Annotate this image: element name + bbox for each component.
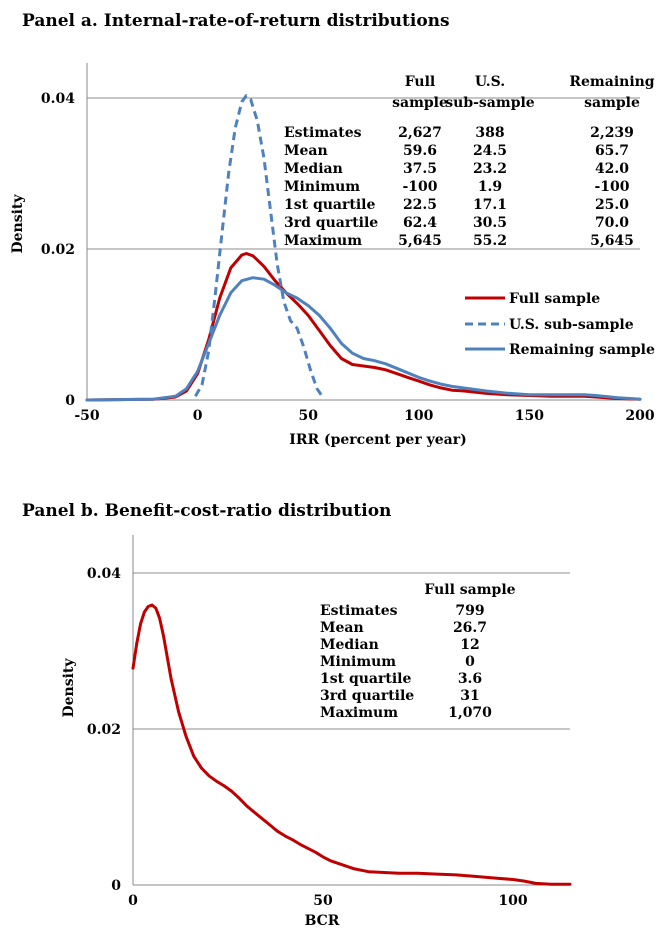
panel-b-stats-value: 31	[460, 688, 479, 704]
panel-a-legend-label: Full sample	[509, 291, 600, 307]
panel-b-x-tick-label: 50	[313, 893, 333, 909]
panel-b-x-tick-label: 100	[498, 893, 527, 909]
panel-b: Panel b. Benefit-cost-ratio distribution…	[22, 501, 572, 929]
panel-b-stats-value: 799	[455, 603, 484, 619]
panel-b-x-tick-label: 0	[128, 893, 138, 909]
panel-a-stats-row-label: Maximum	[284, 233, 362, 249]
panel-a-y-tick-label: 0.02	[41, 242, 75, 258]
panel-a-stats-table: Full sample U.S. sub-sample Remaining sample E…	[284, 74, 655, 249]
panel-a-stats-value: 1.9	[478, 179, 502, 195]
panel-a-x-tick-label: 200	[625, 408, 654, 424]
panel-b-y-ticks: 0 0.02 0.04	[87, 566, 121, 894]
panel-b-stats-table: Full sample Estimates 799 Mean 26.7 Median 12 M…	[320, 582, 516, 721]
panel-a-stats-row-label: Minimum	[284, 179, 360, 195]
panel-a-stats-value: 55.2	[473, 233, 507, 249]
panel-b-stats-value: 12	[460, 637, 479, 653]
panel-a-series-line-2	[194, 94, 325, 400]
panel-a-stats-value: 59.6	[403, 143, 437, 159]
panel-b-y-axis-label: Density	[61, 658, 77, 718]
panel-a-x-tick-label: 150	[515, 408, 544, 424]
panel-b-stats-row-label: Minimum	[320, 654, 396, 670]
panel-a-x-tick-label: 100	[404, 408, 433, 424]
panel-b-title: Panel b. Benefit-cost-ratio distribution	[22, 501, 391, 521]
panel-b-stats-row-label: Maximum	[320, 705, 398, 721]
panel-b-stats-row-label: Median	[320, 637, 379, 653]
panel-a-stats-value: 25.0	[595, 197, 629, 213]
panel-a-x-tick-label: -50	[74, 408, 100, 424]
panel-a-stats-value: 42.0	[595, 161, 629, 177]
panel-a-stats-value: 23.2	[473, 161, 507, 177]
panel-a-stats-value: 5,645	[398, 233, 442, 249]
panel-a-stats-column-header: sub-sample	[445, 95, 535, 111]
panel-a-stats-value: 22.5	[403, 197, 437, 213]
panel-a-stats-column-header: Full	[405, 74, 436, 90]
panel-a-stats-row-label: Mean	[284, 143, 328, 159]
panel-b-stats-row-label: 3rd quartile	[320, 688, 414, 704]
panel-a-y-tick-label: 0	[65, 393, 75, 409]
panel-a-stats-value: 37.5	[403, 161, 437, 177]
panel-b-stats-value: 0	[465, 654, 475, 670]
panel-a-x-tick-label: 50	[298, 408, 318, 424]
panel-a-y-tick-label: 0.04	[41, 91, 75, 107]
panel-a-stats-column-header: sample	[392, 95, 448, 111]
panel-a-legend-label: Remaining sample	[509, 342, 655, 358]
panel-a-stats-value: 5,645	[590, 233, 634, 249]
panel-b-stats-column-header: Full sample	[424, 582, 515, 598]
panel-a-stats-value: 388	[475, 125, 504, 141]
panel-a-stats-value: 2,627	[398, 125, 442, 141]
panel-a-y-axis-label: Density	[10, 194, 26, 254]
panel-a-stats-column-header: Remaining	[569, 74, 654, 90]
panel-a-y-ticks: 0 0.02 0.04	[41, 91, 75, 409]
panel-b-x-ticks: 0 50 100	[128, 893, 528, 909]
panel-a-stats-value: 70.0	[595, 215, 629, 231]
panel-a-stats-value: 2,239	[590, 125, 634, 141]
panel-a: Panel a. Internal-rate-of-return distrib…	[10, 11, 655, 448]
panel-a-stats-value: 62.4	[403, 215, 437, 231]
panel-a-stats-value: -100	[594, 179, 629, 195]
panel-b-series	[131, 603, 572, 886]
panel-a-x-tick-label: 0	[193, 408, 203, 424]
panel-b-x-axis-label: BCR	[305, 913, 340, 929]
panel-b-y-tick-label: 0	[111, 878, 121, 894]
panel-a-stats-row-label: Estimates	[284, 125, 362, 141]
panel-b-gridlines	[133, 572, 570, 730]
panel-a-series	[85, 94, 642, 402]
panel-a-stats-row-label: 3rd quartile	[284, 215, 378, 231]
panel-a-stats-value: 30.5	[473, 215, 507, 231]
panel-a-legend-label: U.S. sub-sample	[509, 317, 634, 333]
panel-a-stats-column-header: U.S.	[475, 74, 505, 90]
panel-a-stats-column-header: sample	[584, 95, 640, 111]
panel-b-stats-row-label: 1st quartile	[320, 671, 411, 687]
panel-b-y-tick-label: 0.02	[87, 722, 121, 738]
panel-a-stats-value: 24.5	[473, 143, 507, 159]
panel-b-y-tick-label: 0.04	[87, 566, 121, 582]
panel-a-stats-row-label: 1st quartile	[284, 197, 375, 213]
panel-a-series-line-3	[85, 276, 642, 402]
panel-a-legend: Full sample U.S. sub-sample Remaining samp…	[465, 291, 655, 358]
panel-b-stats-row-label: Mean	[320, 620, 364, 636]
panel-b-stats-row-label: Estimates	[320, 603, 398, 619]
panel-a-gridlines	[87, 97, 640, 250]
panel-a-x-axis-label: IRR (percent per year)	[289, 432, 466, 448]
panel-a-title: Panel a. Internal-rate-of-return distrib…	[22, 11, 450, 31]
panel-b-stats-value: 3.6	[458, 671, 482, 687]
panel-b-stats-value: 26.7	[453, 620, 487, 636]
panel-a-stats-value: 65.7	[595, 143, 629, 159]
panel-a-stats-row-label: Median	[284, 161, 343, 177]
panel-a-stats-value: -100	[402, 179, 437, 195]
panel-b-stats-value: 1,070	[448, 705, 492, 721]
panel-b-series-line-1	[131, 603, 572, 886]
panel-a-x-ticks: -50 0 50 100 150 200	[74, 408, 655, 424]
panel-a-stats-value: 17.1	[473, 197, 507, 213]
